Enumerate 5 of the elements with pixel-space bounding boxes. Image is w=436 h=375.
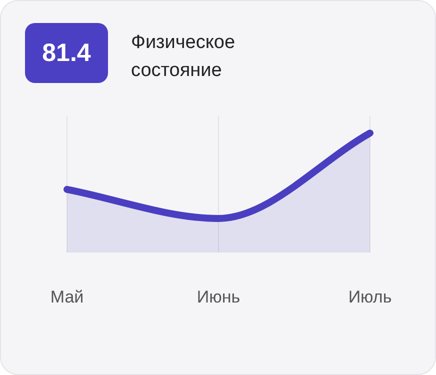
x-tick-label: Май bbox=[50, 287, 84, 306]
x-tick-label: Июль bbox=[348, 287, 392, 306]
chart-title: Физическое состояние bbox=[131, 31, 236, 83]
text: 81.4 bbox=[25, 23, 108, 83]
x-tick-label: Июнь bbox=[196, 287, 240, 306]
